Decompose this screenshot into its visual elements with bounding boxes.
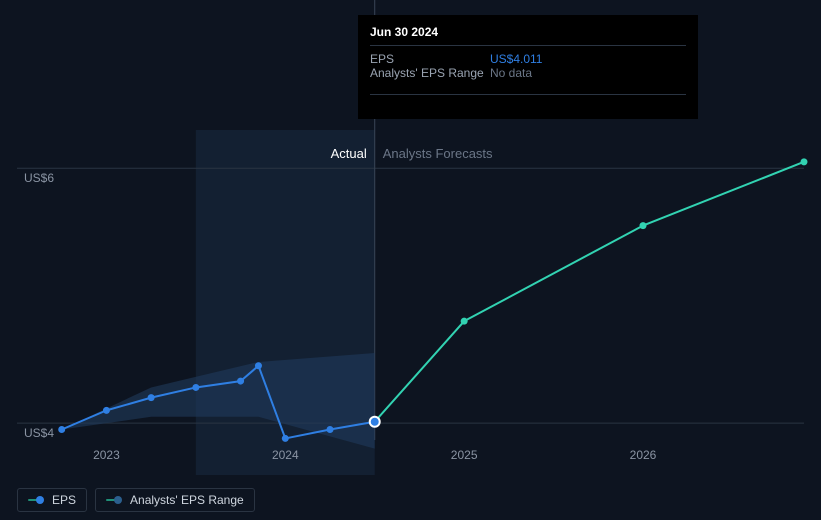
tooltip-separator-bottom — [370, 94, 686, 95]
eps-actual-point[interactable] — [103, 407, 110, 414]
legend-swatch — [28, 496, 44, 504]
x-tick-label: 2026 — [630, 448, 657, 462]
y-tick-label: US$6 — [24, 171, 54, 185]
eps-actual-point[interactable] — [237, 378, 244, 385]
legend-label: Analysts' EPS Range — [130, 493, 244, 507]
eps-forecast-line — [375, 162, 804, 422]
section-label-forecast: Analysts Forecasts — [383, 146, 493, 161]
chart-legend: EPS Analysts' EPS Range — [17, 488, 255, 512]
x-tick-label: 2024 — [272, 448, 299, 462]
x-tick-label: 2025 — [451, 448, 478, 462]
tooltip-row: Analysts' EPS RangeNo data — [370, 66, 686, 80]
y-tick-label: US$4 — [24, 426, 54, 440]
tooltip-rows: EPSUS$4.011Analysts' EPS RangeNo data — [370, 52, 686, 80]
tooltip-value: US$4.011 — [490, 52, 542, 66]
eps-forecast-point[interactable] — [461, 318, 468, 325]
eps-actual-point[interactable] — [282, 435, 289, 442]
legend-label: EPS — [52, 493, 76, 507]
tooltip-key: Analysts' EPS Range — [370, 66, 490, 80]
chart-tooltip: Jun 30 2024 EPSUS$4.011Analysts' EPS Ran… — [358, 15, 698, 119]
section-label-actual: Actual — [331, 146, 367, 161]
eps-chart: US$4 US$6 2023 2024 2025 2026 Actual Analysts F… — [0, 0, 821, 520]
hover-marker — [370, 417, 380, 427]
eps-actual-point[interactable] — [255, 362, 262, 369]
legend-item[interactable]: Analysts' EPS Range — [95, 488, 255, 512]
eps-forecast-point[interactable] — [640, 222, 647, 229]
eps-actual-point[interactable] — [58, 426, 65, 433]
eps-forecast-point[interactable] — [801, 158, 808, 165]
tooltip-value: No data — [490, 66, 532, 80]
eps-actual-point[interactable] — [327, 426, 334, 433]
x-tick-label: 2023 — [93, 448, 120, 462]
tooltip-row: EPSUS$4.011 — [370, 52, 686, 66]
tooltip-separator — [370, 45, 686, 46]
tooltip-key: EPS — [370, 52, 490, 66]
eps-actual-point[interactable] — [192, 384, 199, 391]
legend-item[interactable]: EPS — [17, 488, 87, 512]
tooltip-date: Jun 30 2024 — [370, 25, 686, 39]
eps-actual-point[interactable] — [148, 394, 155, 401]
legend-swatch — [106, 496, 122, 504]
